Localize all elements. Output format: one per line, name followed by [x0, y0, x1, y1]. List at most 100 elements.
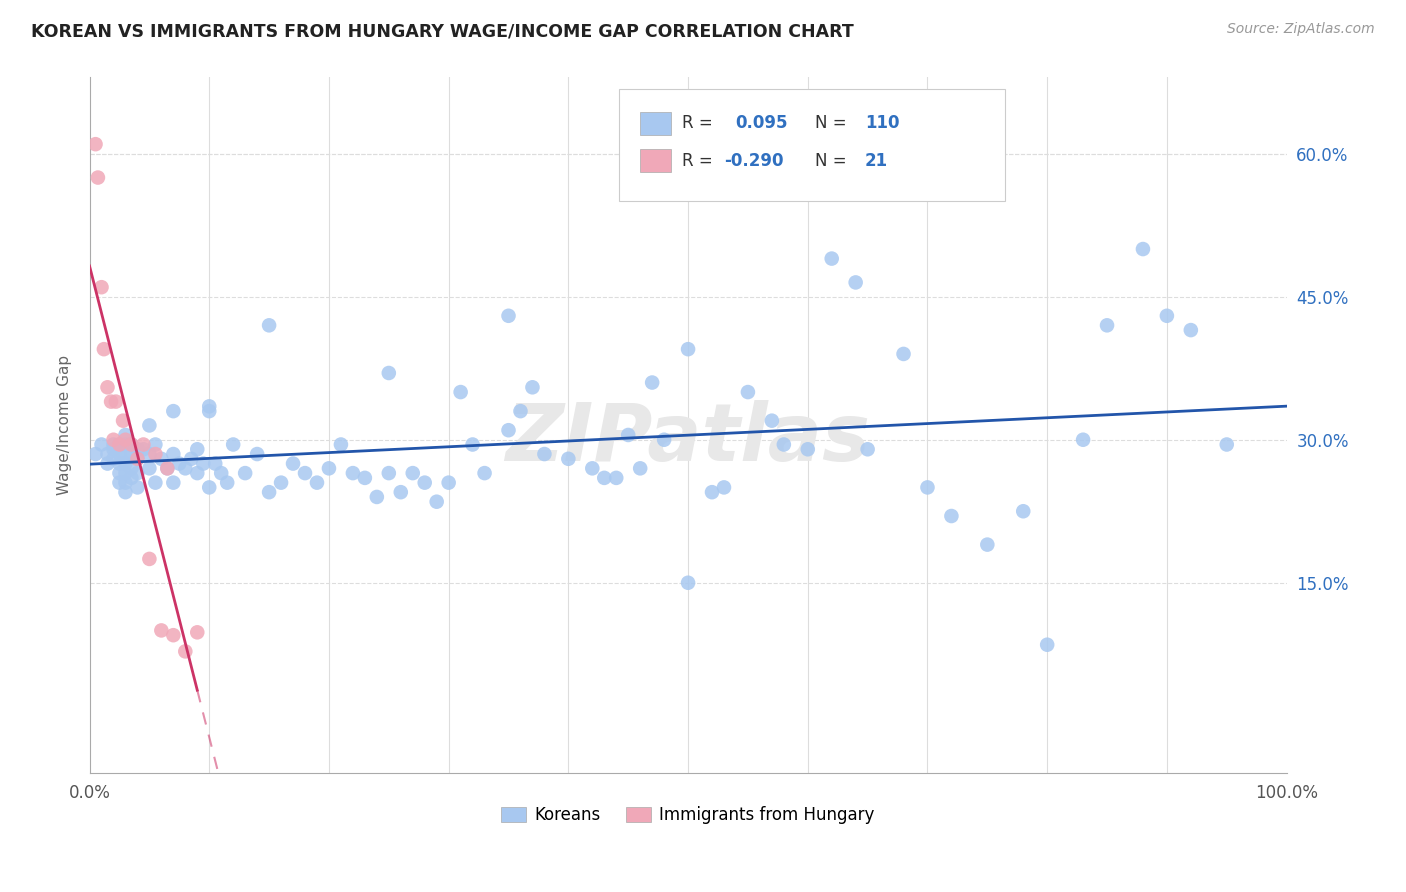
Point [87, 170, 110, 185]
Point [557, 451, 579, 466]
Point [114, 428, 136, 442]
Point [198, 480, 221, 494]
Text: N =: N = [815, 152, 846, 169]
Text: 21: 21 [865, 152, 887, 169]
Point [120, 437, 142, 451]
Point [413, 475, 436, 490]
Point [378, 466, 401, 480]
Y-axis label: Wage/Income Gap: Wage/Income Gap [58, 355, 72, 495]
Point [120, 447, 142, 461]
Point [713, 480, 735, 494]
Point [533, 447, 555, 461]
Point [1180, 323, 1202, 337]
Point [145, 447, 167, 461]
Point [103, 437, 125, 451]
Point [120, 471, 142, 485]
Point [108, 457, 131, 471]
Point [90, 437, 112, 451]
Point [186, 442, 208, 457]
Point [474, 466, 496, 480]
Point [628, 461, 651, 475]
Point [941, 508, 963, 523]
Point [700, 485, 723, 500]
Text: -0.290: -0.290 [724, 152, 783, 169]
Point [132, 437, 155, 451]
Point [96, 457, 118, 471]
Point [257, 485, 280, 500]
Point [354, 471, 377, 485]
Point [257, 318, 280, 333]
Point [772, 437, 794, 451]
Point [162, 447, 184, 461]
Point [641, 376, 664, 390]
Point [114, 433, 136, 447]
Point [676, 342, 699, 356]
Point [138, 447, 160, 461]
Point [270, 475, 292, 490]
Point [114, 437, 136, 451]
Point [305, 475, 328, 490]
Point [138, 418, 160, 433]
Point [426, 494, 449, 508]
Point [976, 538, 998, 552]
Point [108, 437, 131, 451]
Point [108, 447, 131, 461]
Point [127, 480, 149, 494]
Point [103, 433, 125, 447]
Point [581, 461, 603, 475]
Point [437, 475, 460, 490]
Point [389, 485, 412, 500]
Point [84, 137, 107, 152]
Point [104, 394, 127, 409]
Point [522, 380, 544, 394]
Point [186, 466, 208, 480]
Point [96, 447, 118, 461]
Point [318, 461, 340, 475]
Point [150, 624, 173, 638]
Point [127, 442, 149, 457]
Point [114, 447, 136, 461]
Point [108, 475, 131, 490]
Point [917, 480, 939, 494]
Point [217, 475, 239, 490]
Point [93, 342, 115, 356]
Point [127, 451, 149, 466]
Point [138, 552, 160, 566]
Point [204, 457, 226, 471]
Point [162, 404, 184, 418]
Point [1156, 309, 1178, 323]
Point [605, 471, 627, 485]
Point [180, 451, 202, 466]
Point [174, 461, 197, 475]
Point [402, 466, 425, 480]
Point [366, 490, 388, 504]
Point [90, 280, 112, 294]
Point [127, 451, 149, 466]
Point [509, 404, 531, 418]
Point [174, 644, 197, 658]
Point [156, 461, 179, 475]
Point [246, 447, 269, 461]
Point [1012, 504, 1035, 518]
Point [162, 475, 184, 490]
Point [281, 457, 304, 471]
Text: R =: R = [682, 114, 713, 132]
Point [108, 466, 131, 480]
Legend: Koreans, Immigrants from Hungary: Koreans, Immigrants from Hungary [502, 806, 875, 824]
Point [233, 466, 256, 480]
Point [461, 437, 484, 451]
Point [114, 457, 136, 471]
Point [617, 428, 640, 442]
Point [821, 252, 844, 266]
Point [84, 447, 107, 461]
Point [1036, 638, 1059, 652]
Point [856, 442, 879, 457]
Text: 0.095: 0.095 [735, 114, 787, 132]
Point [138, 461, 160, 475]
Point [198, 400, 221, 414]
Point [342, 466, 364, 480]
Text: R =: R = [682, 152, 713, 169]
Point [1132, 242, 1154, 256]
Point [593, 471, 616, 485]
Point [112, 414, 135, 428]
